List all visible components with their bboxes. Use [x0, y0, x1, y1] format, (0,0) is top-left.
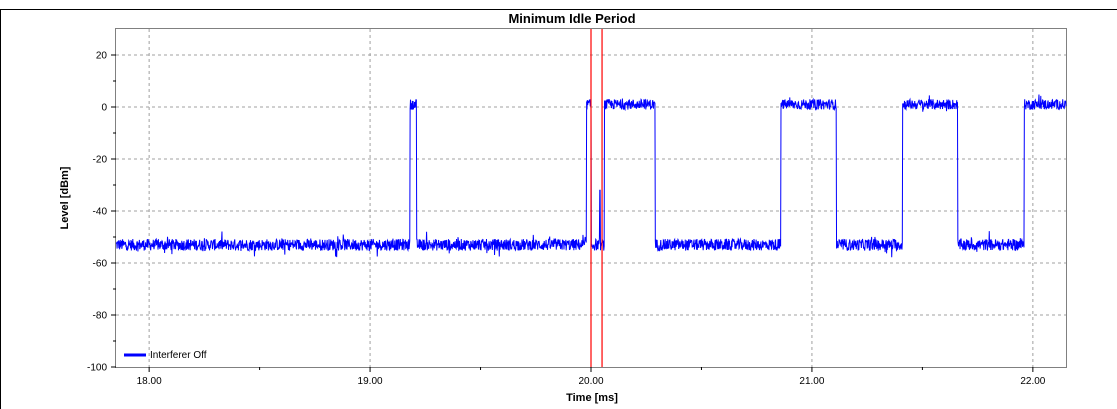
y-tick-label: -60	[93, 259, 108, 270]
x-tick-label: 19.00	[358, 376, 383, 387]
x-tick-label: 21.00	[799, 376, 824, 387]
legend-label-interferer-off: Interferer Off	[150, 350, 207, 361]
x-axis-label: Time [ms]	[566, 392, 618, 404]
y-tick-label: 20	[96, 51, 108, 62]
marker-layer	[590, 29, 603, 367]
x-tick-label: 20.00	[578, 376, 603, 387]
legend: Interferer Off	[124, 350, 207, 361]
x-axis-ticks: 18.00 19.00 20.00 21.00 22.00	[137, 367, 1046, 387]
y-tick-label: -20	[93, 155, 108, 166]
x-tick-label: 18.00	[137, 376, 162, 387]
chart-title: Minimum Idle Period	[508, 11, 635, 26]
y-tick-label: -100	[87, 363, 107, 374]
y-tick-label: -80	[93, 311, 108, 322]
y-tick-label: 0	[101, 103, 107, 114]
x-tick-label: 22.00	[1020, 376, 1045, 387]
y-axis-ticks: 20 0 -20 -40 -60 -80 -100	[87, 51, 116, 374]
y-tick-label: -40	[93, 207, 108, 218]
y-axis-label: Level [dBm]	[59, 166, 71, 229]
